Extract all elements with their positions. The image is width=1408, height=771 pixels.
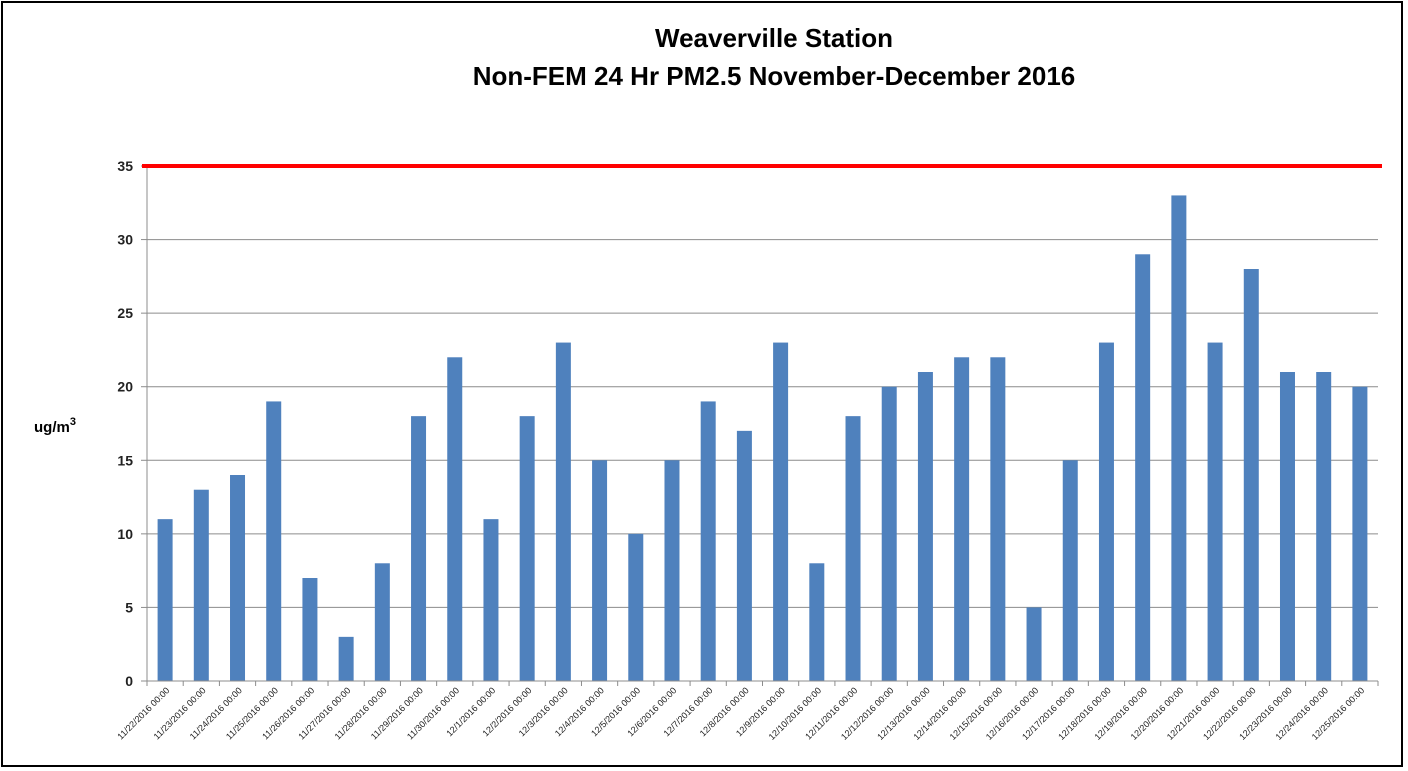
bar <box>628 533 644 681</box>
bar <box>1243 269 1259 681</box>
bar <box>917 372 933 681</box>
bar <box>1098 342 1114 681</box>
bar <box>700 401 716 681</box>
bar <box>954 357 970 681</box>
y-axis-label-sup: 3 <box>70 416 76 428</box>
bar <box>773 342 789 681</box>
bar <box>736 430 752 681</box>
bar <box>881 386 897 681</box>
bar <box>519 416 535 681</box>
bar <box>1279 372 1295 681</box>
bar <box>1316 372 1332 681</box>
bar <box>555 342 571 681</box>
y-tick-label: 25 <box>117 305 133 321</box>
y-tick-label: 15 <box>117 452 133 468</box>
chart-subtitle: Non-FEM 24 Hr PM2.5 November-December 20… <box>472 61 1076 91</box>
y-tick-label: 10 <box>117 526 133 542</box>
bar <box>1171 195 1187 681</box>
axes <box>142 164 1382 686</box>
bar <box>483 519 499 681</box>
bar <box>193 489 209 681</box>
bar <box>809 563 825 681</box>
bar <box>447 357 463 681</box>
bar <box>1352 386 1368 681</box>
y-tick-label: 0 <box>125 673 133 689</box>
bar <box>302 578 318 681</box>
y-axis-label-main: ug/m <box>34 419 70 436</box>
y-tick-label: 30 <box>117 232 133 248</box>
bar <box>664 460 680 681</box>
bar <box>1207 342 1223 681</box>
bar <box>845 416 861 681</box>
chart-title: Weaverville Station <box>655 23 893 53</box>
bar <box>230 475 246 681</box>
bar <box>157 519 173 681</box>
y-tick-label: 5 <box>125 599 133 615</box>
bar <box>374 563 390 681</box>
bar <box>990 357 1006 681</box>
bar <box>1135 254 1151 682</box>
y-tick-label: 20 <box>117 379 133 395</box>
bar <box>266 401 282 681</box>
bar <box>592 460 608 681</box>
y-tick-label: 35 <box>117 158 133 174</box>
bar <box>1062 460 1078 681</box>
bar <box>411 416 427 681</box>
gridlines <box>141 165 1378 682</box>
y-tick-labels: 0 5 10 15 20 25 30 35 <box>117 158 133 689</box>
bars <box>157 195 1368 682</box>
bar <box>1026 607 1042 681</box>
bar <box>338 636 354 681</box>
y-axis-label: ug/m3 <box>34 416 76 436</box>
